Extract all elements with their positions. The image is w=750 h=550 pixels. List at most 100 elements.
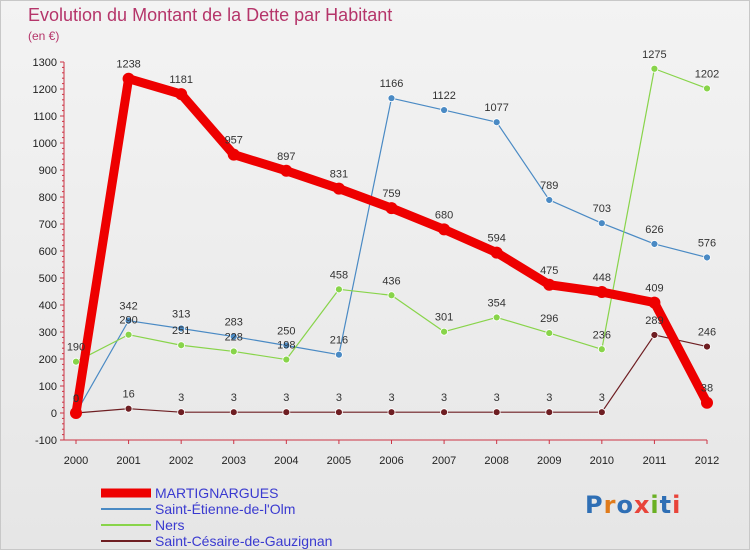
data-label: 436 xyxy=(382,275,400,287)
data-label: 301 xyxy=(435,312,453,324)
data-point xyxy=(124,330,133,339)
x-tick-label: 2002 xyxy=(169,455,193,467)
x-tick-label: 2000 xyxy=(64,455,88,467)
data-point xyxy=(177,341,186,350)
y-tick-label: 0 xyxy=(51,408,57,420)
data-point xyxy=(122,72,135,85)
data-label: 680 xyxy=(435,209,453,221)
data-label: 3 xyxy=(178,392,184,404)
data-label: 0 xyxy=(73,393,79,405)
data-point xyxy=(335,350,343,359)
legend-label: Saint-Césaire-de-Gauzignan xyxy=(155,533,332,549)
x-tick-label: 2007 xyxy=(432,455,456,467)
data-label: 246 xyxy=(698,327,716,339)
y-tick-label: 1000 xyxy=(33,138,57,150)
data-point xyxy=(332,182,345,195)
data-point xyxy=(703,253,711,262)
data-point xyxy=(227,148,240,161)
y-tick-label: 200 xyxy=(39,354,57,366)
data-label: 342 xyxy=(119,301,137,313)
x-tick-label: 2009 xyxy=(537,455,561,467)
x-tick-label: 2001 xyxy=(116,455,140,467)
x-tick-label: 2004 xyxy=(274,455,298,467)
legend-label: Ners xyxy=(155,517,185,533)
y-tick-label: 1100 xyxy=(33,111,57,123)
data-point xyxy=(648,296,661,309)
data-label: 626 xyxy=(645,224,663,236)
data-point xyxy=(177,324,186,333)
x-tick-label: 2005 xyxy=(327,455,351,467)
data-label: 354 xyxy=(487,297,505,309)
logo-letter: i xyxy=(650,491,660,519)
data-point xyxy=(597,408,606,417)
data-label: 1275 xyxy=(642,49,666,61)
data-point xyxy=(597,345,606,354)
data-point xyxy=(438,223,451,236)
y-tick-label: -100 xyxy=(35,435,57,447)
data-point xyxy=(440,327,448,336)
x-tick-label: 2006 xyxy=(379,455,403,467)
data-point xyxy=(177,408,186,417)
data-point xyxy=(440,106,448,114)
data-label: 1181 xyxy=(169,74,193,86)
data-label: 228 xyxy=(225,331,243,343)
data-point xyxy=(703,84,711,93)
y-tick-label: 100 xyxy=(39,381,57,393)
data-point xyxy=(597,219,606,228)
data-label: 236 xyxy=(593,329,611,341)
data-label: 296 xyxy=(540,313,558,325)
data-label: 3 xyxy=(599,392,605,404)
data-label: 703 xyxy=(593,203,611,215)
logo-letter: r xyxy=(603,491,617,519)
data-label: 1238 xyxy=(116,59,140,71)
data-point xyxy=(280,164,293,177)
data-point xyxy=(545,196,554,204)
data-point xyxy=(650,240,659,248)
data-label: 216 xyxy=(330,335,348,347)
series-line-0 xyxy=(71,74,712,418)
y-tick-label: 400 xyxy=(39,300,57,312)
series-line-1 xyxy=(75,97,708,414)
data-label: 16 xyxy=(122,389,134,401)
data-label: 250 xyxy=(277,326,295,338)
y-tick-label: 700 xyxy=(39,219,57,231)
data-label: 3 xyxy=(336,392,342,404)
data-label: 576 xyxy=(698,237,716,249)
data-point xyxy=(229,408,238,417)
y-tick-label: 300 xyxy=(39,327,57,339)
data-label: 0 xyxy=(73,393,79,405)
data-point xyxy=(387,291,396,300)
data-label: 290 xyxy=(119,315,137,327)
data-label: 1202 xyxy=(695,68,719,80)
data-label: 1077 xyxy=(484,102,508,114)
data-label: 198 xyxy=(277,340,295,352)
data-point xyxy=(545,329,554,337)
data-point xyxy=(387,94,396,103)
y-tick-label: 900 xyxy=(39,165,57,177)
data-label: 3 xyxy=(546,392,552,404)
data-point xyxy=(595,286,608,299)
data-label: 251 xyxy=(172,325,190,337)
data-point xyxy=(492,408,501,417)
legend-label: Saint-Étienne-de-l'Olm xyxy=(155,501,295,517)
data-label: 38 xyxy=(701,383,713,395)
data-label: 594 xyxy=(487,233,505,245)
logo-letter: x xyxy=(633,491,651,519)
data-label: 289 xyxy=(645,315,663,327)
data-label: 3 xyxy=(441,392,447,404)
data-label: 3 xyxy=(388,392,394,404)
data-point xyxy=(335,285,343,294)
series-line-2 xyxy=(75,68,708,363)
chart-unit: (en €) xyxy=(28,29,60,43)
data-point xyxy=(545,408,554,417)
data-label: 1122 xyxy=(432,90,456,102)
proxiti-logo: Proxiti xyxy=(585,491,681,519)
data-point xyxy=(492,118,501,127)
data-label: 831 xyxy=(330,169,348,181)
y-tick-label: 600 xyxy=(39,246,57,258)
data-point xyxy=(335,408,343,417)
data-label: 409 xyxy=(645,283,663,295)
data-point xyxy=(282,408,291,417)
x-tick-label: 2011 xyxy=(643,455,667,467)
